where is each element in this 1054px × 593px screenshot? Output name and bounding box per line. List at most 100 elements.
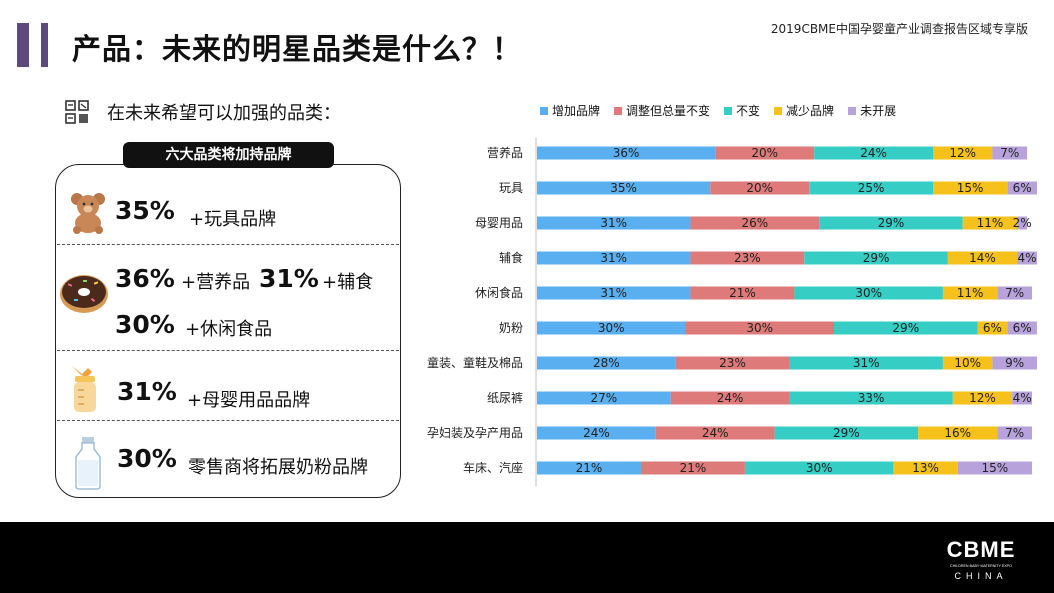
bar-segment — [537, 391, 671, 405]
legend-item: 调整但总量不变 — [614, 102, 710, 119]
complementary-food-text: +辅食 — [322, 272, 374, 293]
bar-value-label: 21% — [576, 461, 603, 475]
bar-segment — [942, 356, 993, 370]
bar-value-label: 11% — [977, 216, 1004, 230]
category-label: 母婴用品 — [475, 216, 523, 230]
bar-segment — [918, 426, 998, 440]
bar-value-label: 15% — [957, 181, 984, 195]
bar-value-label: 31% — [600, 286, 627, 300]
category-label: 车床、汽座 — [463, 460, 523, 475]
bar-segment — [537, 181, 711, 195]
bar-segment — [997, 426, 1032, 440]
category-label: 奶粉 — [499, 321, 523, 335]
bar-segment — [814, 146, 933, 160]
bar-value-label: 24% — [860, 146, 887, 160]
legend-label: 不变 — [736, 104, 761, 118]
legend-label: 增加品牌 — [552, 104, 601, 118]
bar-value-label: 24% — [702, 426, 729, 440]
bar-value-label: 31% — [600, 251, 627, 265]
bar-value-label: 9% — [1005, 356, 1024, 370]
bar-segment — [1017, 216, 1028, 230]
nutrition-text: +营养品 — [181, 272, 251, 293]
complementary-food-pct: 31% — [259, 264, 319, 293]
toy-brand-text: +玩具品牌 — [189, 209, 277, 230]
bar-segment — [744, 461, 894, 475]
bar-value-label: 30% — [806, 461, 833, 475]
title-accent-bar — [17, 23, 29, 67]
bar-value-label: 29% — [833, 426, 860, 440]
bar-segment — [655, 426, 775, 440]
bar-value-label: 6% — [983, 321, 1002, 335]
bar-value-label: 28% — [593, 356, 620, 370]
bar-value-label: 23% — [719, 356, 746, 370]
toy-brand-pct: 35% — [115, 196, 175, 225]
divider — [57, 350, 399, 351]
bar-segment — [537, 286, 691, 300]
bar-segment — [809, 181, 933, 195]
bar-segment — [1012, 391, 1032, 405]
nutrition-pct: 36% — [115, 264, 175, 293]
bar-segment — [962, 216, 1018, 230]
category-label: 孕妇装及孕产用品 — [427, 426, 523, 440]
bar-value-label: 30% — [746, 321, 773, 335]
bar-value-label: 6% — [1013, 321, 1032, 335]
bar-segment — [1007, 321, 1037, 335]
svg-text:CHILDREN·BABY·MATERNITY EXPO: CHILDREN·BABY·MATERNITY EXPO — [950, 564, 1012, 568]
legend-label: 调整但总量不变 — [626, 104, 711, 118]
cbme-logo: CBME CHILDREN·BABY·MATERNITY EXPO CHINA — [947, 537, 1016, 581]
bar-segment — [893, 461, 958, 475]
bar-segment — [640, 461, 745, 475]
bar-value-label: 12% — [969, 391, 996, 405]
category-label: 玩具 — [499, 181, 523, 195]
bar-segment — [1007, 181, 1037, 195]
bar-value-label: 30% — [855, 286, 882, 300]
bar-segment — [992, 356, 1037, 370]
bar-value-label: 2% — [1013, 216, 1032, 230]
bar-value-label: 29% — [863, 251, 890, 265]
bar-value-label: 33% — [858, 391, 885, 405]
bar-segment — [789, 356, 943, 370]
legend-item: 减少品牌 — [774, 102, 834, 119]
bar-value-label: 29% — [878, 216, 905, 230]
subtitle: 在未来希望可以加强的品类： — [107, 103, 341, 124]
legend-item: 增加品牌 — [540, 102, 600, 119]
category-label: 童装、童鞋及棉品 — [427, 355, 523, 370]
bar-value-label: 36% — [613, 146, 640, 160]
bar-value-label: 11% — [957, 286, 984, 300]
bar-value-label: 4% — [1018, 251, 1037, 265]
bar-segment — [537, 251, 691, 265]
bar-value-label: 6% — [1013, 181, 1032, 195]
footer-bar — [0, 522, 1054, 593]
maternity-product-text: +母婴用品品牌 — [187, 390, 311, 411]
bar-segment — [715, 146, 815, 160]
bar-value-label: 23% — [734, 251, 761, 265]
baby-bottle-icon — [72, 366, 96, 412]
category-label: 营养品 — [487, 145, 523, 160]
bar-segment — [834, 321, 978, 335]
bar-value-label: 7% — [1005, 286, 1024, 300]
donut-icon — [60, 275, 108, 313]
bar-value-label: 10% — [954, 356, 981, 370]
report-name: 2019CBME中国孕婴童产业调查报告区域专享版 — [770, 22, 1028, 36]
bar-segment — [774, 426, 919, 440]
bar-value-label: 31% — [600, 216, 627, 230]
bar-segment — [947, 251, 1018, 265]
bar-segment — [942, 286, 998, 300]
bar-value-label: 16% — [944, 426, 971, 440]
bar-value-label: 31% — [853, 356, 880, 370]
svg-text:CBME: CBME — [947, 537, 1016, 562]
bar-value-label: 24% — [583, 426, 610, 440]
snack-food-pct: 30% — [115, 310, 175, 339]
legend-item: 未开展 — [848, 102, 896, 119]
bar-value-label: 13% — [912, 461, 939, 475]
divider — [57, 420, 399, 421]
page-title: 产品：未来的明星品类是什么？！ — [72, 32, 523, 66]
bar-value-label: 25% — [858, 181, 885, 195]
bar-segment — [957, 461, 1032, 475]
bar-segment — [789, 391, 953, 405]
bar-segment — [819, 216, 963, 230]
bar-segment — [977, 321, 1008, 335]
bar-segment — [537, 146, 716, 160]
legend-swatch — [614, 106, 623, 115]
